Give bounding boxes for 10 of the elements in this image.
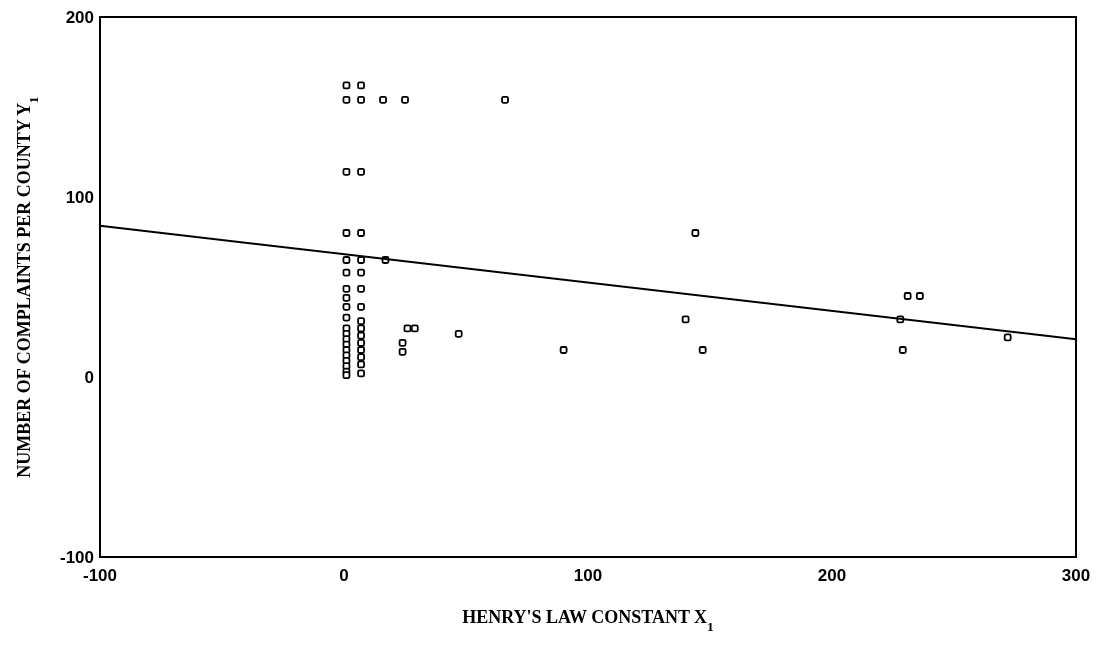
y-tick-label: 100 (65, 188, 94, 207)
x-tick-label: 100 (573, 566, 603, 585)
y-tick-label: -100 (59, 548, 94, 567)
y-tick-label: 0 (84, 368, 94, 387)
x-tick-label: 300 (1061, 566, 1091, 585)
x-tick-label: 200 (817, 566, 847, 585)
y-tick-label: 200 (65, 8, 94, 27)
x-tick-label: -100 (82, 566, 118, 585)
x-tick-label: 0 (339, 566, 349, 585)
x-axis-title: HENRY'S LAW CONSTANT X$_{1}$ (462, 607, 715, 634)
